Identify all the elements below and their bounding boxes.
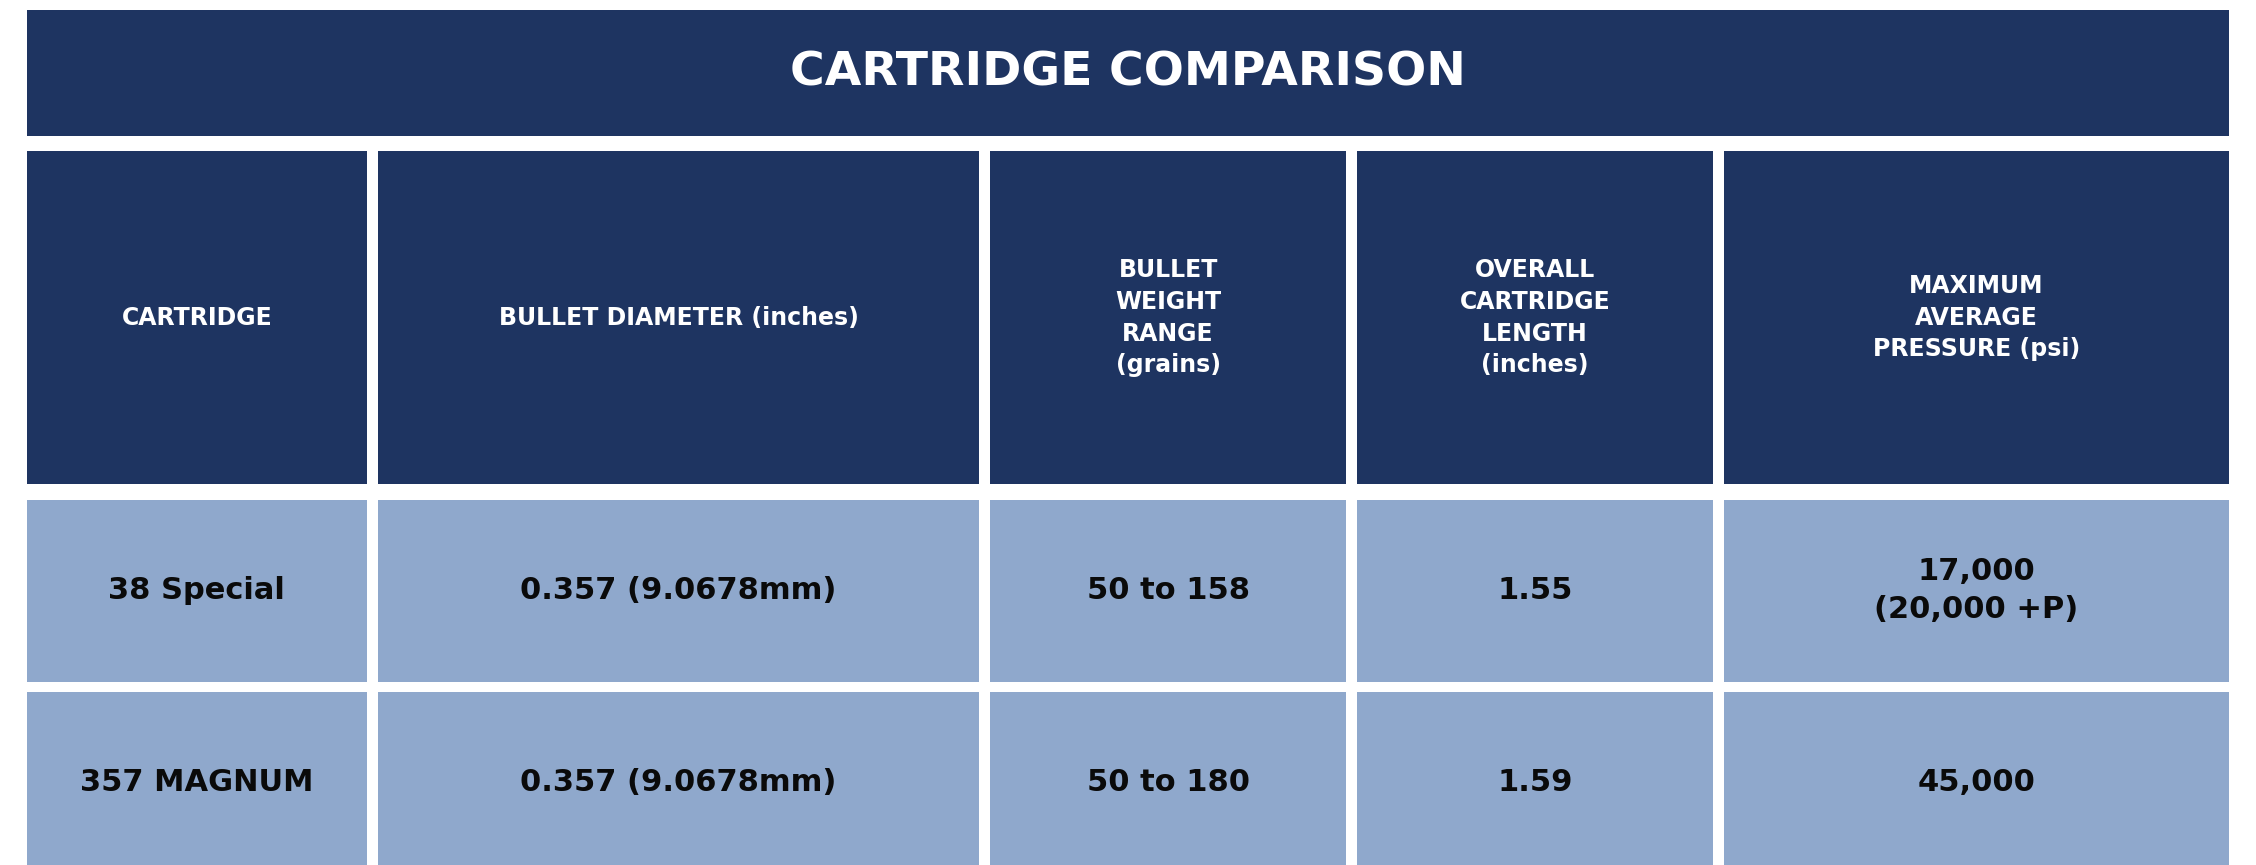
Bar: [379, 500, 979, 682]
Bar: [379, 692, 979, 865]
Bar: [27, 151, 368, 484]
Bar: [990, 692, 1347, 865]
Bar: [1358, 500, 1712, 682]
Bar: [990, 151, 1347, 484]
Bar: [1358, 692, 1712, 865]
Text: BULLET DIAMETER (inches): BULLET DIAMETER (inches): [499, 306, 860, 330]
Text: 357 MAGNUM: 357 MAGNUM: [81, 768, 314, 798]
Text: 1.59: 1.59: [1498, 768, 1572, 798]
Bar: [1724, 692, 2229, 865]
Text: CARTRIDGE: CARTRIDGE: [122, 306, 273, 330]
Text: 0.357 (9.0678mm): 0.357 (9.0678mm): [521, 576, 837, 606]
Bar: [1358, 151, 1712, 484]
Text: 0.357 (9.0678mm): 0.357 (9.0678mm): [521, 768, 837, 798]
Text: 50 to 180: 50 to 180: [1087, 768, 1250, 798]
Bar: [27, 10, 2229, 136]
Text: 1.55: 1.55: [1498, 576, 1572, 606]
Text: MAXIMUM
AVERAGE
PRESSURE (psi): MAXIMUM AVERAGE PRESSURE (psi): [1872, 274, 2080, 362]
Text: 45,000: 45,000: [1918, 768, 2035, 798]
Bar: [1724, 500, 2229, 682]
Text: BULLET
WEIGHT
RANGE
(grains): BULLET WEIGHT RANGE (grains): [1114, 259, 1220, 377]
Bar: [1724, 151, 2229, 484]
Bar: [990, 500, 1347, 682]
Text: CARTRIDGE COMPARISON: CARTRIDGE COMPARISON: [790, 50, 1466, 96]
Text: 17,000
(20,000 +P): 17,000 (20,000 +P): [1875, 557, 2078, 625]
Text: 38 Special: 38 Special: [108, 576, 284, 606]
Text: OVERALL
CARTRIDGE
LENGTH
(inches): OVERALL CARTRIDGE LENGTH (inches): [1460, 259, 1611, 377]
Text: 50 to 158: 50 to 158: [1087, 576, 1250, 606]
Bar: [27, 500, 368, 682]
Bar: [379, 151, 979, 484]
Bar: [27, 692, 368, 865]
